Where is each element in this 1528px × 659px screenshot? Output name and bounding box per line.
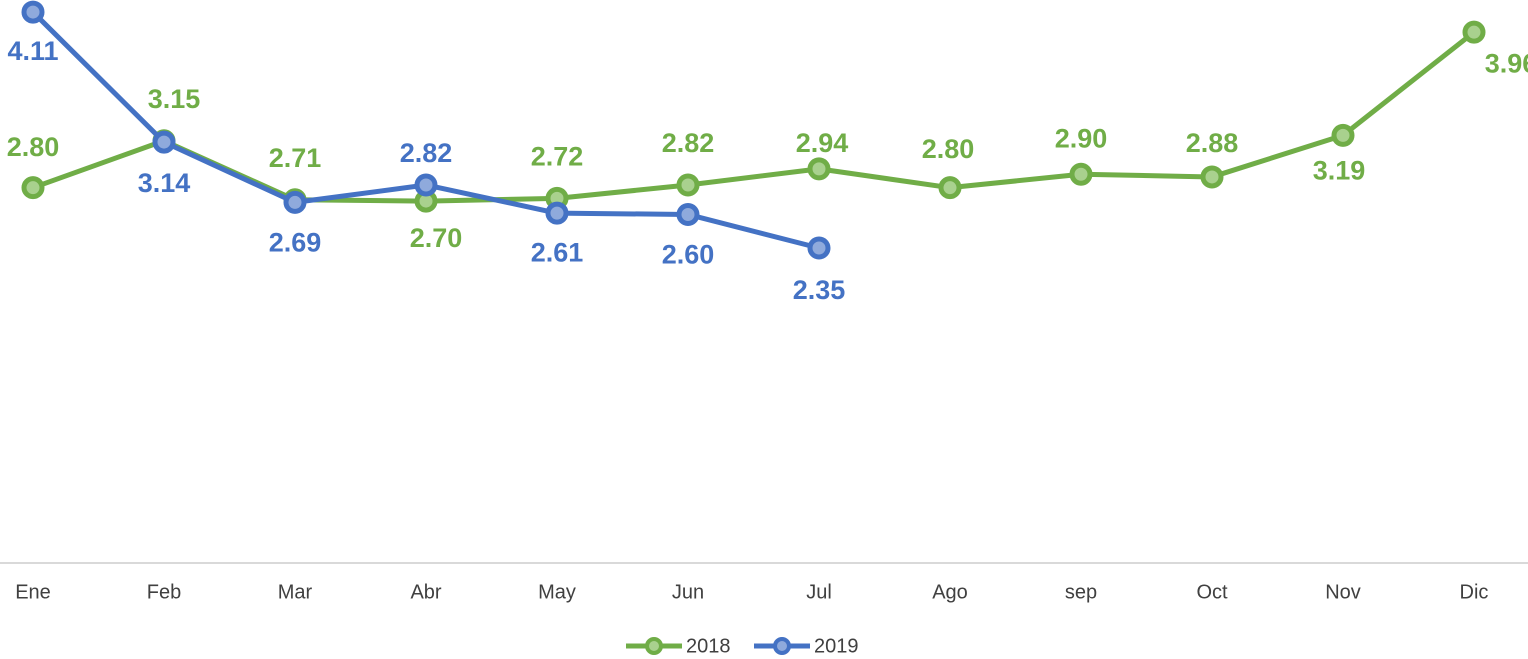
data-point <box>1331 123 1355 147</box>
legend-marker <box>645 637 663 655</box>
data-label: 3.96 <box>1485 48 1528 78</box>
data-point <box>807 157 831 181</box>
data-point <box>414 173 438 197</box>
data-point <box>676 173 700 197</box>
data-point <box>283 190 307 214</box>
series-line <box>32 30 1476 204</box>
data-label: 2.60 <box>662 240 715 270</box>
data-label: 2.80 <box>7 132 60 162</box>
data-label: 2.70 <box>410 223 463 253</box>
data-label: 3.14 <box>138 168 191 198</box>
data-point <box>807 236 831 260</box>
data-label: 3.15 <box>148 84 201 114</box>
x-tick-label: Jun <box>672 581 704 603</box>
data-label: 3.19 <box>1313 156 1366 186</box>
x-tick-label: Feb <box>147 581 181 603</box>
data-point <box>1069 162 1093 186</box>
data-point <box>152 130 176 154</box>
data-point <box>676 202 700 226</box>
data-label: 2.90 <box>1055 123 1108 153</box>
data-label: 2.94 <box>796 128 849 158</box>
data-label: 2.72 <box>531 142 584 172</box>
data-label: 2.80 <box>922 134 975 164</box>
x-tick-label: Ago <box>932 581 968 603</box>
legend-marker <box>773 637 791 655</box>
x-tick-label: Oct <box>1196 581 1228 603</box>
x-tick-label: sep <box>1065 581 1097 603</box>
data-point <box>1200 165 1224 189</box>
data-point <box>938 176 962 200</box>
x-tick-label: Dic <box>1460 581 1489 603</box>
data-label: 2.82 <box>662 128 715 158</box>
legend-label: 2019 <box>814 635 859 657</box>
x-tick-label: Abr <box>410 581 441 603</box>
data-point <box>1462 20 1486 44</box>
data-label: 2.71 <box>269 143 322 173</box>
data-label: 2.82 <box>400 138 453 168</box>
x-tick-label: Jul <box>806 581 832 603</box>
data-label: 2.69 <box>269 228 322 258</box>
data-point <box>545 201 569 225</box>
data-label: 2.88 <box>1186 128 1239 158</box>
data-label: 4.11 <box>7 36 58 66</box>
data-point <box>21 0 45 24</box>
x-tick-label: Ene <box>15 581 51 603</box>
data-point <box>21 176 45 200</box>
x-tick-label: Nov <box>1325 581 1361 603</box>
data-label: 2.61 <box>531 237 584 267</box>
x-tick-label: May <box>538 581 576 603</box>
x-tick-label: Mar <box>278 581 313 603</box>
data-label: 2.35 <box>793 275 846 305</box>
legend-label: 2018 <box>686 635 731 657</box>
